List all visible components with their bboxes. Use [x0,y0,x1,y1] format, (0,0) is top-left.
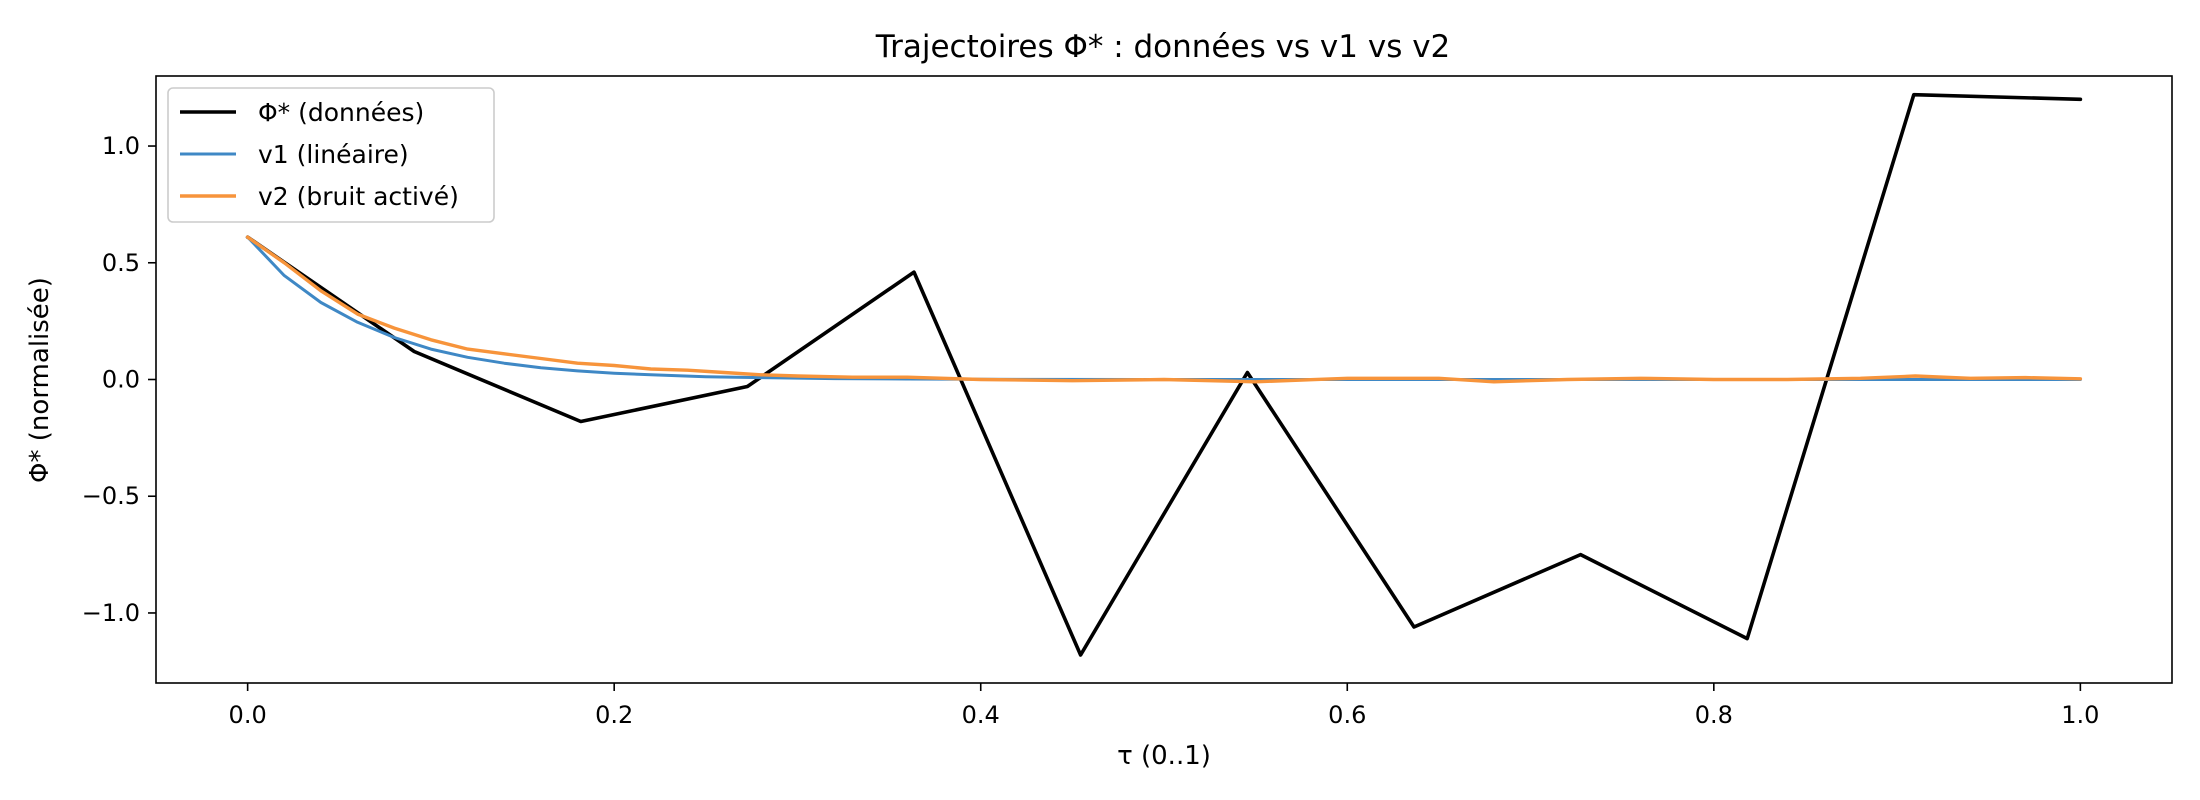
series-line-3 [245,235,2083,384]
chart-title: Trajectoires Φ* : données vs v1 vs v2 [875,29,1451,65]
y-tick-label: 0.5 [102,249,140,277]
x-tick-label: 0.0 [229,701,267,729]
legend-label: Φ* (données) [258,98,424,127]
y-tick-label: −1.0 [82,599,140,627]
x-tick-label: 1.0 [2061,701,2099,729]
x-axis-label: τ (0..1) [1117,741,1211,771]
y-tick-label: 1.0 [102,132,140,160]
y-axis-label: Φ* (normalisée) [25,277,55,483]
legend-box [167,87,495,223]
legend-label: v1 (linéaire) [258,140,409,169]
y-tick-label: 0.0 [102,366,140,394]
x-tick-label: 0.4 [962,701,1000,729]
legend: Φ* (données) v1 (linéaire) v2 (bruit activ… [167,87,495,223]
legend-label: v2 (bruit activé) [258,182,459,211]
x-tick-label: 0.8 [1695,701,1733,729]
y-tick-label: −0.5 [82,482,140,510]
x-tick-label: 0.6 [1328,701,1366,729]
x-tick-label: 0.2 [595,701,633,729]
series-line-1 [245,92,2083,657]
